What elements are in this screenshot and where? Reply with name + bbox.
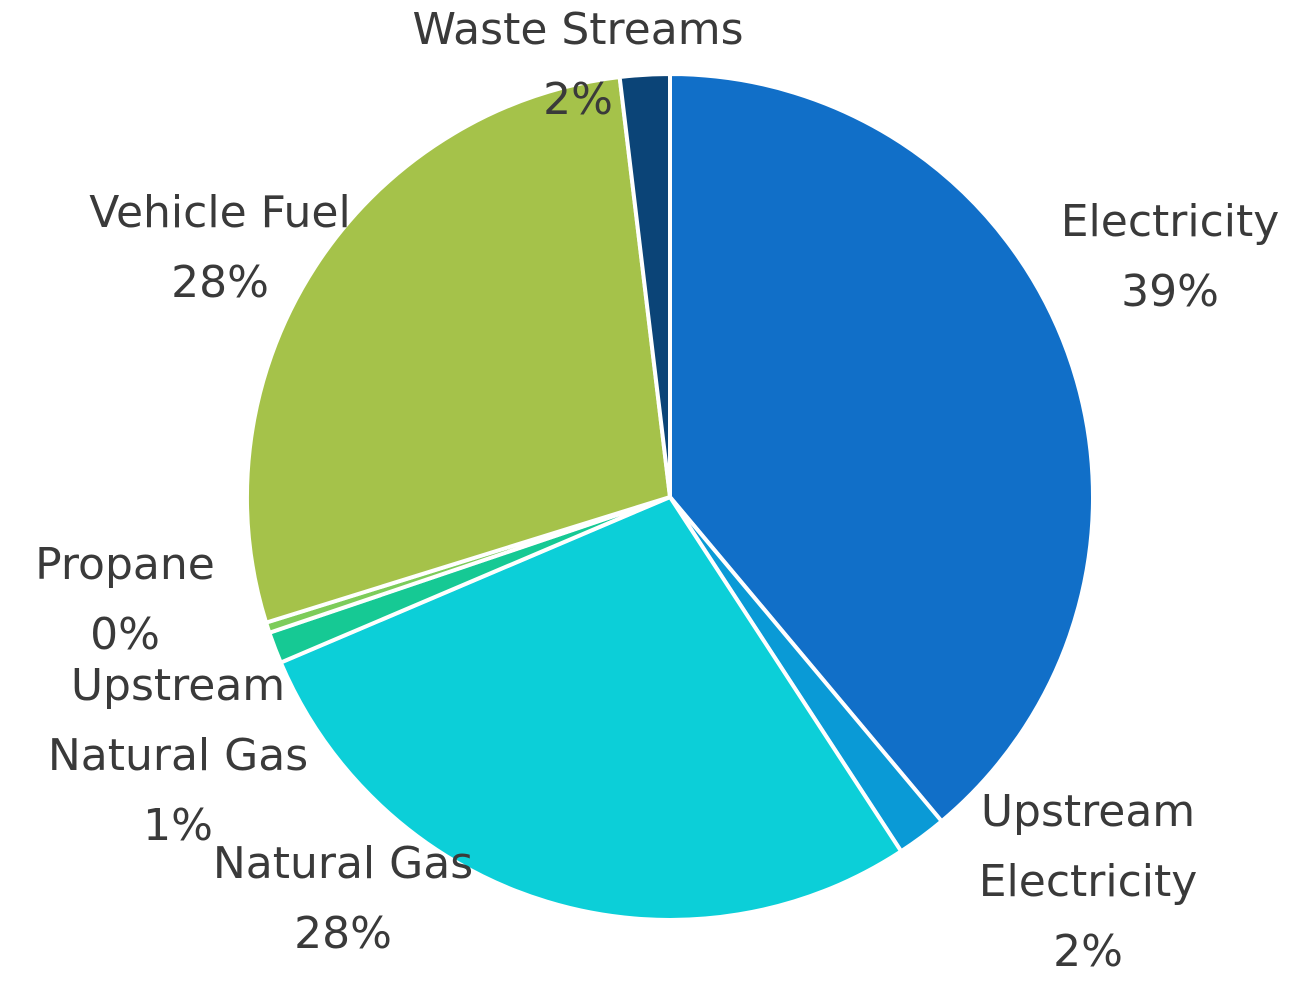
category-label: Upstream Natural Gas bbox=[47, 660, 309, 781]
slice-label: Propane 0% bbox=[0, 530, 255, 670]
value-label: 39% bbox=[1121, 266, 1219, 317]
slice-label: Upstream Electricity 2% bbox=[948, 777, 1228, 987]
value-label: 0% bbox=[90, 609, 160, 660]
category-label: Upstream Electricity bbox=[978, 786, 1198, 907]
category-label: Electricity bbox=[1060, 196, 1280, 247]
category-label: Propane bbox=[35, 539, 215, 590]
category-label: Waste Streams bbox=[412, 4, 744, 55]
slice-label: Waste Streams 2% bbox=[368, 0, 788, 135]
category-label: Natural Gas bbox=[212, 838, 474, 889]
pie-slice bbox=[617, 72, 672, 499]
slice-label: Vehicle Fuel 28% bbox=[60, 178, 380, 318]
value-label: 28% bbox=[171, 257, 269, 308]
category-label: Vehicle Fuel bbox=[89, 187, 351, 238]
value-label: 2% bbox=[543, 74, 613, 125]
value-label: 28% bbox=[294, 908, 392, 959]
slice-label: Electricity 39% bbox=[1040, 187, 1299, 327]
slice-label: Natural Gas 28% bbox=[183, 829, 503, 969]
value-label: 1% bbox=[143, 800, 213, 851]
pie-slice bbox=[278, 495, 904, 922]
pie-slice bbox=[668, 72, 1095, 824]
pie-slice bbox=[245, 75, 672, 625]
value-label: 2% bbox=[1053, 926, 1123, 977]
slice-label: Upstream Natural Gas 1% bbox=[18, 651, 338, 861]
